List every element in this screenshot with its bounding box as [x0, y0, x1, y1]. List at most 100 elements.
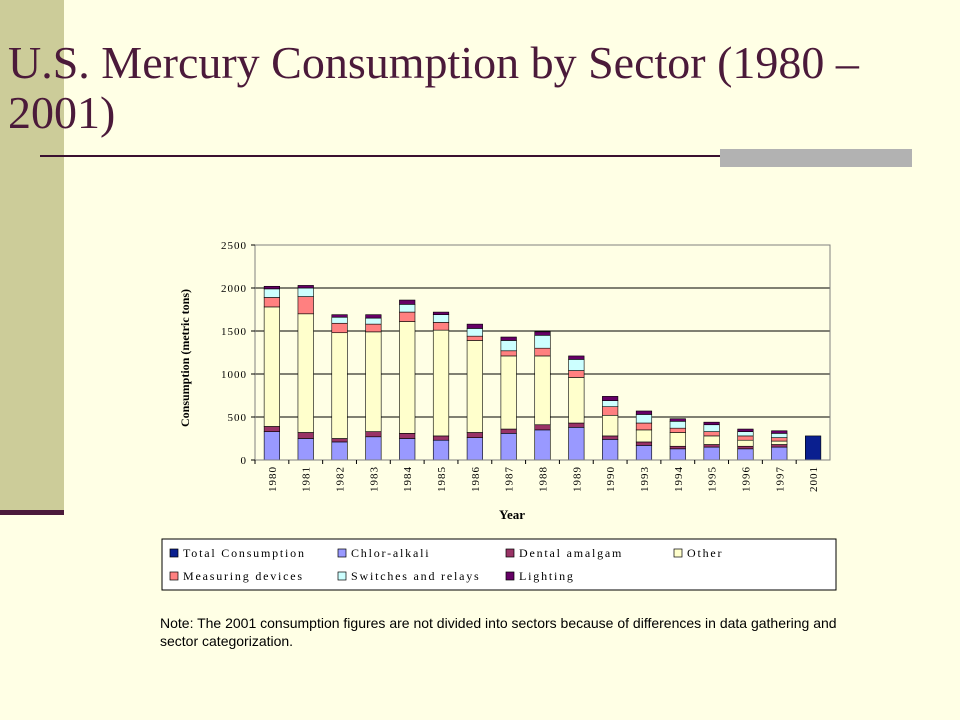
bar-segment	[263, 306, 280, 427]
bar-segment	[500, 340, 517, 352]
legend-label: Dental amalgam	[519, 546, 623, 560]
bar-segment	[399, 321, 416, 434]
bar-segment	[602, 414, 619, 437]
bar-segment	[331, 441, 348, 461]
bar-segment	[737, 431, 754, 437]
bar-segment	[771, 433, 788, 438]
bar-segment	[297, 296, 314, 315]
x-tick-label: 1995	[707, 466, 719, 492]
plot-area-frame	[254, 244, 831, 461]
bar-segment	[331, 314, 348, 318]
x-tick-label: 1981	[301, 466, 313, 492]
bar-segment	[771, 444, 788, 448]
legend-swatch	[169, 548, 179, 558]
x-tick-label: 1987	[504, 466, 516, 492]
legend-label: Lighting	[519, 569, 575, 583]
bar-segment	[297, 438, 314, 461]
bar-segment	[331, 322, 348, 334]
bar-segment	[263, 297, 280, 308]
bar-segment	[432, 439, 450, 461]
bar-segment	[669, 445, 686, 450]
bar-segment	[669, 427, 686, 433]
bar-segment	[703, 435, 720, 445]
x-tick-label: 1990	[605, 466, 617, 492]
x-tick-label: 1982	[335, 466, 347, 492]
bar-segment	[466, 328, 483, 337]
bar-segment	[534, 335, 551, 349]
bar-segment	[331, 316, 348, 324]
title-underline	[40, 155, 912, 157]
x-tick-label: 1993	[639, 466, 651, 492]
bar-segment	[365, 431, 382, 438]
bar-segment	[602, 439, 619, 461]
bar-segment	[263, 431, 280, 461]
bar-segment	[635, 422, 653, 431]
bar-segment	[331, 332, 348, 439]
bar-segment	[534, 424, 551, 431]
chart-bars	[263, 285, 822, 461]
bar-segment	[568, 422, 585, 428]
y-tick-label: 1000	[221, 369, 247, 381]
bar-segment	[669, 421, 686, 429]
chart-legend: Total Consumption Chlor-alkali Dental amal…	[161, 538, 837, 591]
legend-swatch	[337, 548, 347, 558]
bar-segment	[568, 427, 585, 461]
bar-segment	[432, 314, 450, 323]
title-underline-accent	[720, 149, 912, 167]
bar-segment	[297, 432, 314, 439]
y-tick-label: 1500	[221, 326, 247, 338]
y-axis-title: Consumption (metric tons)	[178, 289, 192, 427]
bar-segment	[297, 287, 314, 297]
legend-swatch	[505, 548, 515, 558]
bar-segment	[466, 323, 483, 329]
bar-segment	[669, 432, 686, 447]
bar-segment	[466, 335, 483, 341]
bar-segment	[703, 446, 720, 461]
bar-segment	[432, 322, 450, 331]
legend-frame	[161, 538, 837, 591]
y-tick-label: 2000	[221, 283, 247, 295]
bar-segment	[771, 440, 788, 445]
bar-segment	[568, 355, 585, 360]
x-tick-label: 1996	[740, 466, 752, 492]
bar-segment	[432, 329, 450, 437]
bar-segment	[534, 355, 551, 426]
bar-segment	[635, 441, 653, 446]
bar-segment	[365, 314, 382, 319]
bar-segment	[602, 406, 619, 416]
x-tick-label: 1988	[538, 466, 550, 492]
x-tick-label: 1997	[774, 466, 786, 492]
legend-label: Switches and relays	[351, 569, 481, 583]
bar-segment	[466, 340, 483, 433]
bar-segment	[737, 445, 754, 450]
bar-segment	[297, 285, 314, 289]
bar-segment	[669, 448, 686, 461]
bar-segment	[365, 323, 382, 333]
x-tick-label: 1985	[436, 466, 448, 492]
side-decor-bar-foot	[0, 510, 64, 515]
bar-segment	[602, 435, 619, 440]
bar-segment	[737, 439, 754, 447]
bar-segment	[500, 350, 517, 357]
bar-segment	[432, 311, 450, 315]
bar-segment	[263, 426, 280, 432]
bar-segment	[365, 331, 382, 432]
y-tick-label: 2500	[221, 240, 247, 252]
bar-segment	[466, 437, 483, 461]
bar-segment	[737, 448, 754, 461]
bar-segment	[703, 421, 720, 426]
bar-segment	[568, 370, 585, 378]
x-tick-label: 1989	[571, 466, 583, 492]
bar-segment	[805, 435, 822, 461]
bar-segment	[737, 435, 754, 441]
x-tick-label: 1983	[368, 466, 380, 492]
bar-segment	[432, 435, 450, 441]
legend-label: Measuring devices	[183, 569, 304, 583]
bar-segment	[500, 355, 517, 430]
bar-segment	[500, 336, 517, 341]
bar-segment	[331, 438, 348, 443]
bar-segment	[602, 396, 619, 401]
x-tick-label: 1994	[673, 466, 685, 492]
bar-segment	[399, 433, 416, 439]
